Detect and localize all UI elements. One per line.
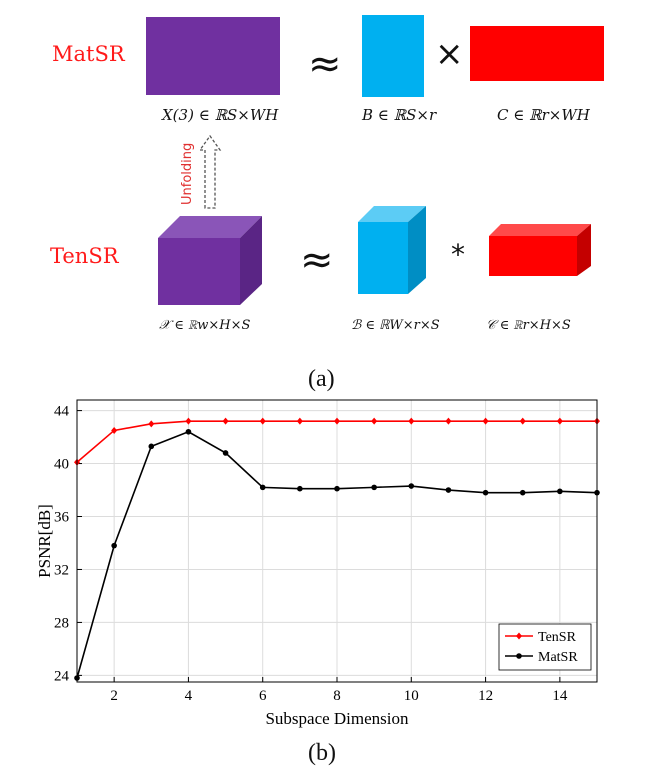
unfolding-label: Unfolding	[180, 142, 195, 205]
matrix-x3	[146, 17, 280, 95]
y-tick-label: 36	[54, 510, 70, 526]
tensr-label: TenSR	[50, 244, 119, 268]
matrix-b	[362, 15, 424, 97]
tensr-point	[445, 417, 452, 425]
caption-b: (b)	[308, 740, 336, 766]
x3-formula: X(3) ∈ ℝS×WH	[162, 106, 279, 124]
matsr-point	[482, 489, 489, 496]
matsr-point	[111, 542, 117, 549]
approx-symbol-bottom: ≈	[300, 237, 334, 283]
matsr-point	[408, 483, 415, 489]
tensr-point	[334, 417, 340, 425]
times-symbol: ×	[435, 34, 464, 74]
tensr-point	[148, 420, 155, 428]
legend-marker-tensr	[516, 632, 522, 640]
star-symbol: *	[451, 238, 465, 271]
x-tick-label: 10	[404, 688, 419, 704]
matsr-point	[557, 488, 563, 495]
x-axis-title: Subspace Dimension	[265, 709, 409, 728]
x-tick-label: 12	[478, 688, 493, 704]
y-tick-label: 28	[54, 615, 69, 631]
tensr-point	[371, 417, 378, 425]
matsr-point	[222, 450, 229, 456]
c-formula: C ∈ ℝr×WH	[497, 106, 590, 124]
matsr-label: MatSR	[52, 42, 125, 66]
tensor-x	[158, 216, 262, 305]
y-tick-label: 24	[54, 668, 70, 684]
tensr-point	[482, 417, 489, 425]
b-formula: B ∈ ℝS×r	[362, 106, 437, 124]
legend-label-matsr: MatSR	[538, 650, 578, 665]
chart-legend: TenSR MatSR	[498, 623, 592, 671]
tensr-point	[259, 417, 266, 425]
ct-formula: 𝒞 ∈ ℝr×H×S	[486, 318, 571, 333]
matsr-point	[185, 428, 192, 435]
tensr-point	[111, 426, 118, 434]
y-axis-title: PSNR[dB]	[35, 504, 54, 578]
x-tick-label: 2	[110, 688, 118, 704]
legend-marker-matsr	[516, 653, 522, 659]
caption-a: (a)	[308, 366, 335, 392]
x-tick-label: 8	[333, 688, 341, 704]
legend-label-tensr: TenSR	[538, 630, 577, 645]
matsr-point	[334, 485, 340, 492]
matrix-c	[470, 26, 604, 81]
tensr-point	[185, 417, 192, 425]
approx-symbol-top: ≈	[308, 41, 342, 87]
tensr-point	[408, 417, 415, 425]
xt-formula: 𝒳 ∈ ℝw×H×S	[159, 318, 251, 333]
tensr-point	[519, 417, 526, 425]
matsr-point	[445, 487, 452, 493]
y-tick-label: 44	[54, 404, 70, 420]
matsr-point	[148, 443, 155, 450]
matsr-point	[519, 489, 526, 496]
matsr-point	[371, 484, 377, 491]
y-tick-label: 32	[54, 562, 69, 578]
unfolding-arrow-icon	[198, 134, 222, 209]
matsr-point	[297, 485, 303, 492]
tensr-point	[222, 417, 229, 425]
x-tick-label: 6	[259, 688, 267, 704]
tensr-point	[556, 417, 563, 425]
x-tick-label: 4	[185, 688, 193, 704]
x-tick-label: 14	[552, 688, 568, 704]
tensr-point	[296, 417, 303, 425]
y-tick-label: 40	[54, 457, 69, 473]
tensor-b	[358, 206, 426, 294]
matsr-point	[259, 484, 266, 491]
bt-formula: ℬ ∈ ℝW×r×S	[351, 318, 440, 333]
tensor-c	[489, 224, 591, 276]
